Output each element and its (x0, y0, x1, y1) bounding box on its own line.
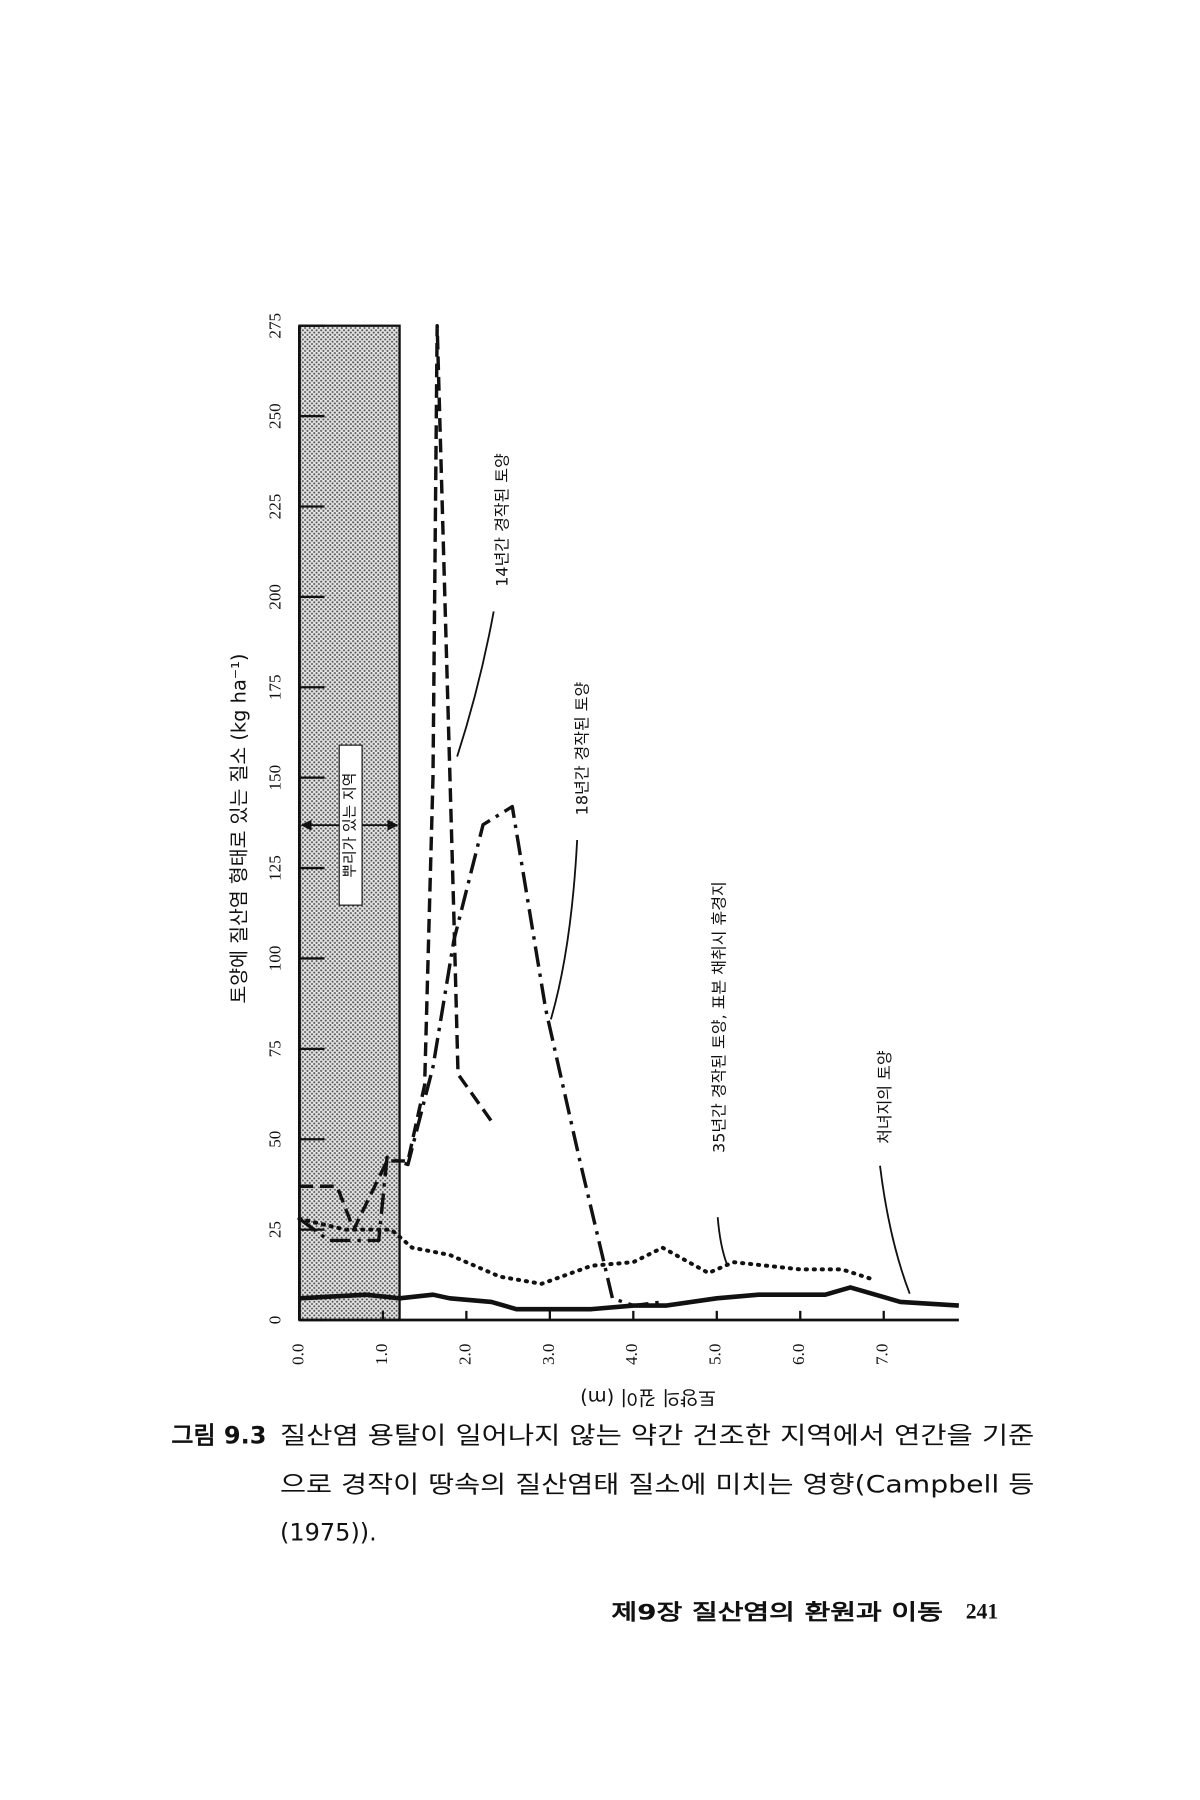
y-tick-label: 125 (266, 855, 285, 881)
y-tick-label: 200 (266, 584, 285, 610)
y-tick-label: 225 (266, 494, 285, 520)
x-tick-label: 4.0 (622, 1344, 641, 1365)
x-tick-label: 5.0 (706, 1344, 725, 1365)
y-tick-label: 100 (266, 946, 285, 972)
series-label: 처녀지의 토양 (875, 1050, 894, 1144)
y-tick-label: 150 (266, 765, 285, 791)
leader-lines (456, 611, 911, 1295)
x-tick-label: 1.0 (372, 1344, 391, 1365)
page-number: 241 (966, 1600, 999, 1624)
footer-chapter: 제9장 질산염의 환원과 이동 (611, 1601, 942, 1626)
x-tick-label: 3.0 (539, 1344, 558, 1365)
series-label: 18년간 경작된 토양 (572, 682, 591, 816)
series-line (298, 804, 663, 1308)
leader-line (716, 1217, 728, 1265)
leader-line (879, 1165, 911, 1295)
root-zone-label-box (338, 744, 363, 906)
series-line (299, 324, 493, 1232)
y-tick-label: 50 (266, 1131, 285, 1148)
caption-line: (1975)). (280, 1519, 377, 1547)
y-tick-label: 175 (266, 674, 285, 700)
y-tick-label: 75 (266, 1040, 285, 1057)
leader-line (456, 611, 495, 757)
series-line (299, 1285, 959, 1312)
caption-label: 그림 9.3 (171, 1422, 266, 1450)
y-tick-label: 250 (266, 403, 285, 429)
x-tick-label: 7.0 (873, 1344, 892, 1365)
x-tick-label: 6.0 (789, 1344, 808, 1365)
x-axis-title: 토양의 깊이 (m) (580, 1386, 716, 1409)
caption-line: 으로 경작이 땅속의 질산염태 질소에 미치는 영향(Campbell 등 (280, 1471, 1034, 1499)
series-label: 35년간 경작된 토양, 표본 채취시 휴경지 (709, 881, 728, 1153)
y-axis-title: 토양에 질산염 형태로 있는 질소 (kg ha⁻¹) (228, 654, 251, 1004)
leader-line (549, 839, 579, 1020)
y-tick-label: 0 (266, 1316, 285, 1325)
chart: 뿌리가 있는 지역 0 25 50 75 100 125 150 175 200 225 250 275… (228, 313, 959, 1409)
caption-line: 질산염 용탈이 일어나지 않는 약간 건조한 지역에서 연간을 기준 (280, 1422, 1034, 1450)
series-line (297, 1216, 878, 1286)
y-tick-label: 25 (266, 1221, 285, 1238)
root-zone-label: 뿌리가 있는 지역 (341, 773, 359, 878)
series-label: 14년간 경작된 토양 (492, 453, 511, 587)
x-tick-label: 0.0 (288, 1344, 307, 1365)
x-tick-label: 2.0 (455, 1344, 474, 1365)
y-tick-label: 275 (266, 313, 285, 339)
